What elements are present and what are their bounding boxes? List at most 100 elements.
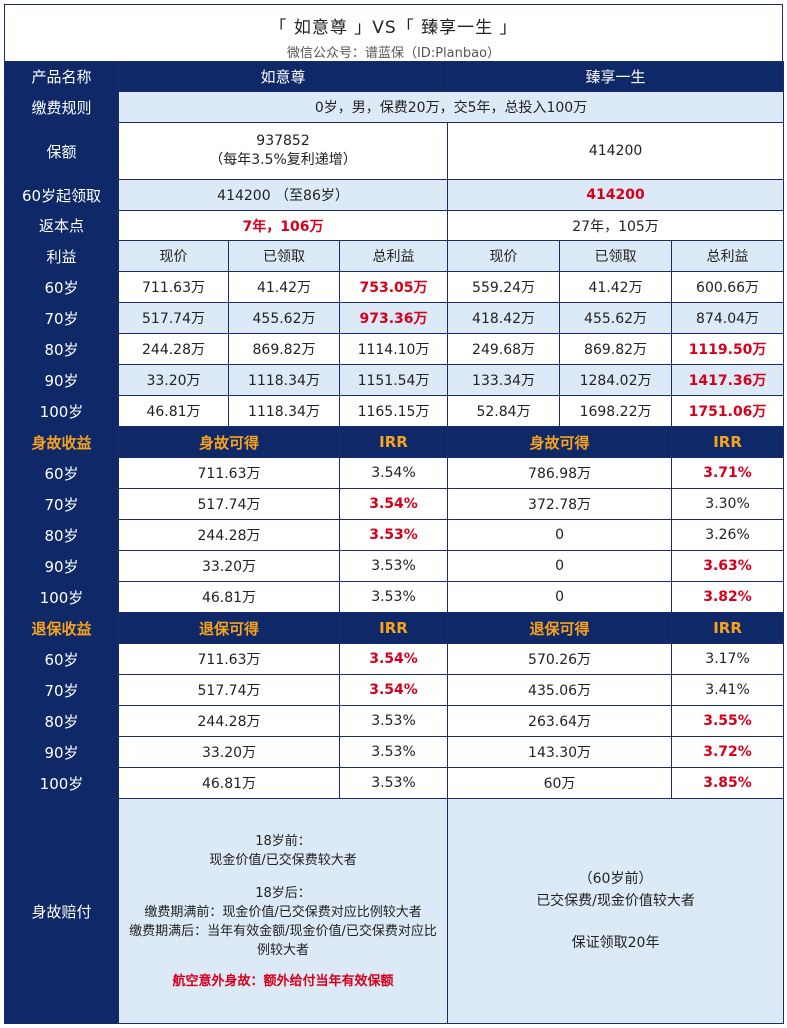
table-row: 100岁 46.81万 3.53% 0 3.82% [4, 581, 785, 613]
table-row: 80岁 244.28万 3.53% 263.64万 3.55% [4, 705, 785, 737]
death-col: IRR [671, 426, 785, 458]
comparison-sheet: 「 如意尊 」VS「 臻享一生 」 微信公众号：谱蓝保（ID:Planbao） … [4, 4, 785, 1024]
header-row: 产品名称 如意尊 臻享一生 [4, 61, 785, 92]
profit-col: 已领取 [228, 240, 340, 272]
table-cell: 973.36万 [338, 302, 449, 334]
table-cell: 1118.34万 [228, 395, 340, 427]
surrender-col: IRR [671, 612, 785, 644]
table-row: 70岁 517.74万 455.62万 973.36万 418.42万 455.… [4, 302, 785, 334]
table-cell: 3.26% [671, 519, 785, 551]
header-product-2: 臻享一生 [447, 61, 785, 92]
amount-product-1: 937852 （每年3.5%复利递增） [117, 122, 449, 180]
payout-p2-line: （60岁前） [578, 871, 653, 887]
header-product-1: 如意尊 [117, 61, 449, 92]
profit-col: 现价 [118, 240, 229, 272]
profit-header-row: 利益 现价 已领取 总利益 现价 已领取 总利益 [4, 240, 785, 272]
death-col: 身故可得 [447, 426, 673, 458]
header-label: 产品名称 [4, 61, 119, 92]
table-row: 70岁 517.74万 3.54% 372.78万 3.30% [4, 488, 785, 520]
table-row: 90岁 33.20万 3.53% 143.30万 3.72% [4, 736, 785, 768]
payout-p1-line: 缴费期满前：现金价值/已交保费对应比例较大者 [144, 904, 422, 920]
table-cell: 60万 [447, 767, 673, 799]
table-cell: 1417.36万 [671, 364, 785, 396]
payout-product-2: （60岁前） 已交保费/现金价值较大者 保证领取20年 [447, 798, 785, 1024]
age-label: 70岁 [4, 302, 119, 334]
table-cell: 711.63万 [118, 457, 340, 489]
comparison-table: 产品名称 如意尊 臻享一生 缴费规则 0岁，男，保费20万，交5年，总投入100… [4, 61, 785, 1024]
age-label: 60岁 [4, 643, 119, 675]
age-label: 100岁 [4, 395, 119, 427]
page-title: 「 如意尊 」VS「 臻享一生 」 [269, 18, 518, 38]
table-cell: 786.98万 [447, 457, 673, 489]
surrender-col: 退保可得 [447, 612, 673, 644]
table-cell: 517.74万 [118, 674, 340, 706]
table-cell: 1698.22万 [559, 395, 673, 427]
table-cell: 3.72% [671, 736, 785, 768]
claim60-row: 60岁起领取 414200 （至86岁） 414200 [4, 179, 785, 211]
rule-label: 缴费规则 [4, 91, 119, 123]
table-row: 60岁 711.63万 41.42万 753.05万 559.24万 41.42… [4, 271, 785, 303]
table-cell: 3.54% [338, 643, 449, 675]
amount-label: 保额 [4, 122, 119, 180]
table-cell: 600.66万 [671, 271, 785, 303]
table-cell: 559.24万 [447, 271, 561, 303]
breakeven-label: 返本点 [4, 210, 119, 241]
table-cell: 1284.02万 [559, 364, 673, 396]
table-row: 60岁 711.63万 3.54% 570.26万 3.17% [4, 643, 785, 675]
table-cell: 3.54% [338, 457, 449, 489]
amount-product-2: 414200 [447, 122, 785, 180]
breakeven-row: 返本点 7年，106万 27年，105万 [4, 210, 785, 241]
table-cell: 1151.54万 [338, 364, 449, 396]
death-col: 身故可得 [118, 426, 340, 458]
table-cell: 244.28万 [118, 333, 229, 365]
payout-label: 身故赔付 [4, 798, 119, 1024]
payout-p1-line: 缴费期满后：当年有效金额/现金价值/已交保费对应比例较大者 [129, 923, 437, 958]
rule-text: 0岁，男，保费20万，交5年，总投入100万 [117, 91, 785, 123]
table-cell: 133.34万 [447, 364, 561, 396]
profit-col: 现价 [447, 240, 561, 272]
table-cell: 3.53% [338, 705, 449, 737]
payout-p2-line: 保证领取20年 [571, 935, 660, 951]
table-cell: 41.42万 [559, 271, 673, 303]
table-cell: 711.63万 [118, 643, 340, 675]
table-cell: 3.53% [338, 736, 449, 768]
table-row: 100岁 46.81万 3.53% 60万 3.85% [4, 767, 785, 799]
rule-row: 缴费规则 0岁，男，保费20万，交5年，总投入100万 [4, 91, 785, 123]
surrender-label: 退保收益 [4, 612, 119, 644]
table-cell: 418.42万 [447, 302, 561, 334]
table-cell: 3.54% [338, 674, 449, 706]
table-cell: 1119.50万 [671, 333, 785, 365]
table-cell: 3.17% [671, 643, 785, 675]
table-cell: 41.42万 [228, 271, 340, 303]
claim60-product-2: 414200 [447, 179, 785, 211]
table-row: 80岁 244.28万 869.82万 1114.10万 249.68万 869… [4, 333, 785, 365]
table-cell: 435.06万 [447, 674, 673, 706]
death-col: IRR [338, 426, 449, 458]
table-cell: 33.20万 [118, 364, 229, 396]
payout-product-1: 18岁前： 现金价值/已交保费较大者 18岁后： 缴费期满前：现金价值/已交保费… [117, 798, 449, 1024]
table-cell: 263.64万 [447, 705, 673, 737]
surrender-col: IRR [338, 612, 449, 644]
table-cell: 3.30% [671, 488, 785, 520]
table-cell: 1751.06万 [671, 395, 785, 427]
table-cell: 3.53% [338, 581, 449, 613]
amount-p1-value: 937852 [256, 133, 310, 149]
table-row: 80岁 244.28万 3.53% 0 3.26% [4, 519, 785, 551]
table-row: 90岁 33.20万 3.53% 0 3.63% [4, 550, 785, 582]
table-cell: 33.20万 [118, 550, 340, 582]
table-cell: 372.78万 [447, 488, 673, 520]
age-label: 80岁 [4, 519, 119, 551]
table-cell: 33.20万 [118, 736, 340, 768]
payout-p1-highlight: 航空意外身故：额外给付当年有效保额 [172, 973, 394, 989]
age-label: 80岁 [4, 333, 119, 365]
table-cell: 52.84万 [447, 395, 561, 427]
title-box: 「 如意尊 」VS「 臻享一生 」 微信公众号：谱蓝保（ID:Planbao） [4, 4, 783, 61]
age-label: 90岁 [4, 736, 119, 768]
table-row: 60岁 711.63万 3.54% 786.98万 3.71% [4, 457, 785, 489]
table-cell: 3.53% [338, 519, 449, 551]
table-cell: 3.41% [671, 674, 785, 706]
table-cell: 0 [447, 519, 673, 551]
payout-p1-line: 现金价值/已交保费较大者 [209, 852, 357, 868]
amount-row: 保额 937852 （每年3.5%复利递增） 414200 [4, 122, 785, 180]
payout-p1-line: 18岁后： [255, 885, 311, 901]
